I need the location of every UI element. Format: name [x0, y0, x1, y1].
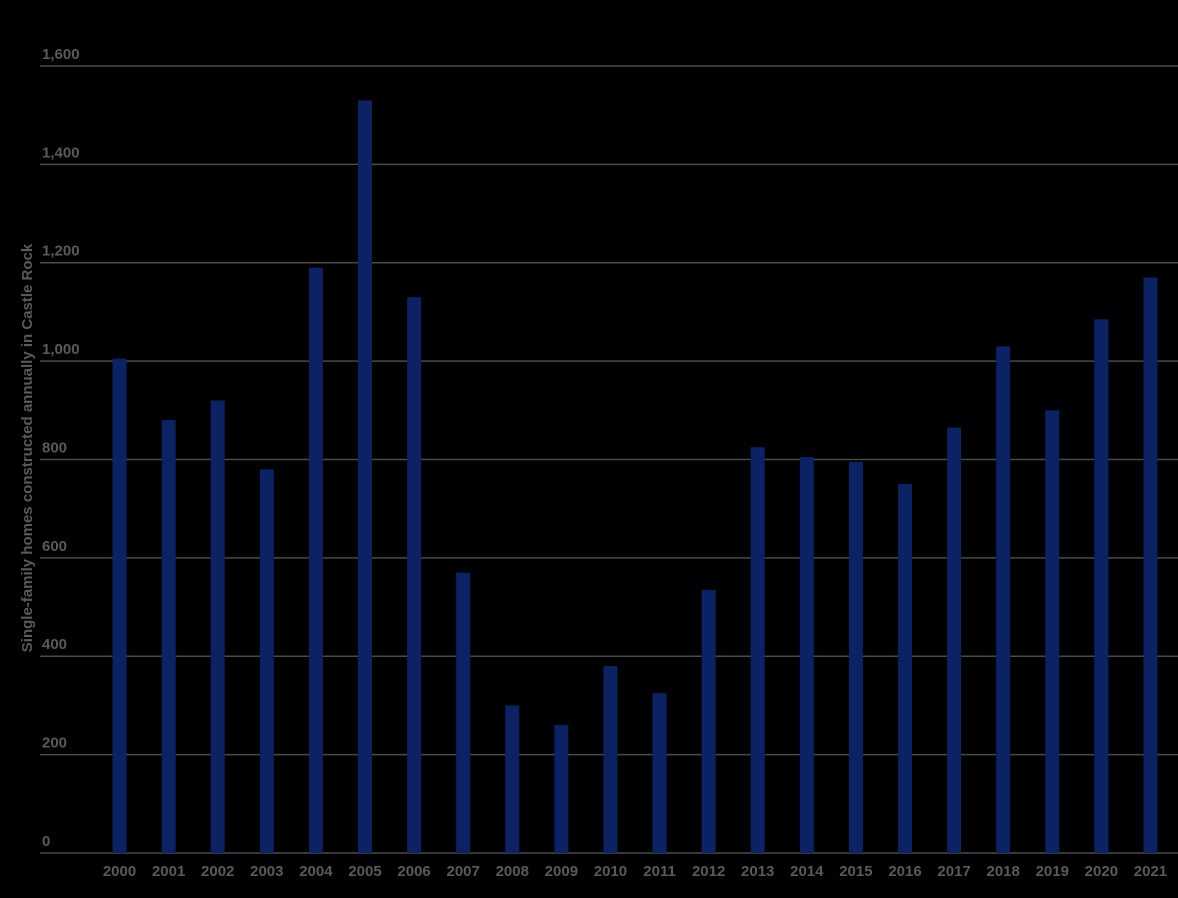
bar	[112, 358, 127, 853]
x-tick-label: 2019	[1036, 863, 1069, 880]
x-tick-label: 2008	[496, 863, 529, 880]
bar	[799, 457, 814, 853]
bar	[505, 705, 520, 853]
y-tick-label: 800	[42, 439, 67, 456]
x-tick-label: 2018	[986, 863, 1019, 880]
x-tick-label: 2016	[888, 863, 921, 880]
x-tick-label: 2011	[643, 863, 676, 880]
y-tick-label: 1,400	[42, 144, 80, 161]
bar	[456, 572, 471, 853]
y-tick-label: 1,600	[42, 46, 80, 63]
bar	[898, 484, 912, 853]
y-axis-label: Single-family homes constructed annually…	[19, 243, 36, 652]
x-tick-label: 2003	[250, 863, 283, 880]
x-tick-label: 2004	[299, 863, 333, 880]
y-tick-label: 0	[42, 833, 50, 850]
bar	[358, 100, 372, 853]
x-tick-label: 2012	[692, 863, 725, 880]
x-tick-label: 2014	[790, 863, 824, 880]
x-tick-label: 2009	[545, 863, 578, 880]
bar	[947, 427, 962, 853]
bar	[554, 725, 569, 853]
bar	[750, 447, 765, 853]
bar	[848, 461, 863, 853]
bar	[210, 400, 225, 853]
x-tick-label: 2015	[839, 863, 872, 880]
y-tick-label: 400	[42, 636, 67, 653]
y-tick-label: 1,200	[42, 243, 80, 260]
y-tick-label: 1,000	[42, 341, 80, 358]
bar	[161, 420, 176, 853]
x-tick-label: 2002	[201, 863, 234, 880]
bar	[652, 693, 667, 853]
x-tick-label: 2005	[348, 863, 381, 880]
bar	[259, 469, 274, 853]
bar	[603, 666, 618, 853]
x-tick-label: 2006	[397, 863, 430, 880]
x-tick-label: 2010	[594, 863, 627, 880]
x-tick-label: 2021	[1134, 863, 1167, 880]
x-tick-label: 2001	[152, 863, 185, 880]
bar	[1094, 319, 1109, 853]
x-tick-label: 2013	[741, 863, 774, 880]
x-tick-label: 2017	[937, 863, 970, 880]
y-tick-label: 600	[42, 538, 67, 555]
bar	[996, 346, 1011, 853]
bar	[407, 297, 422, 853]
bar	[1045, 410, 1060, 853]
bar	[308, 267, 323, 853]
y-tick-label: 200	[42, 735, 67, 752]
bar	[1143, 277, 1158, 854]
x-tick-label: 2007	[446, 863, 479, 880]
bar	[701, 589, 716, 853]
x-tick-label: 2000	[103, 863, 136, 880]
x-tick-label: 2020	[1085, 863, 1118, 880]
